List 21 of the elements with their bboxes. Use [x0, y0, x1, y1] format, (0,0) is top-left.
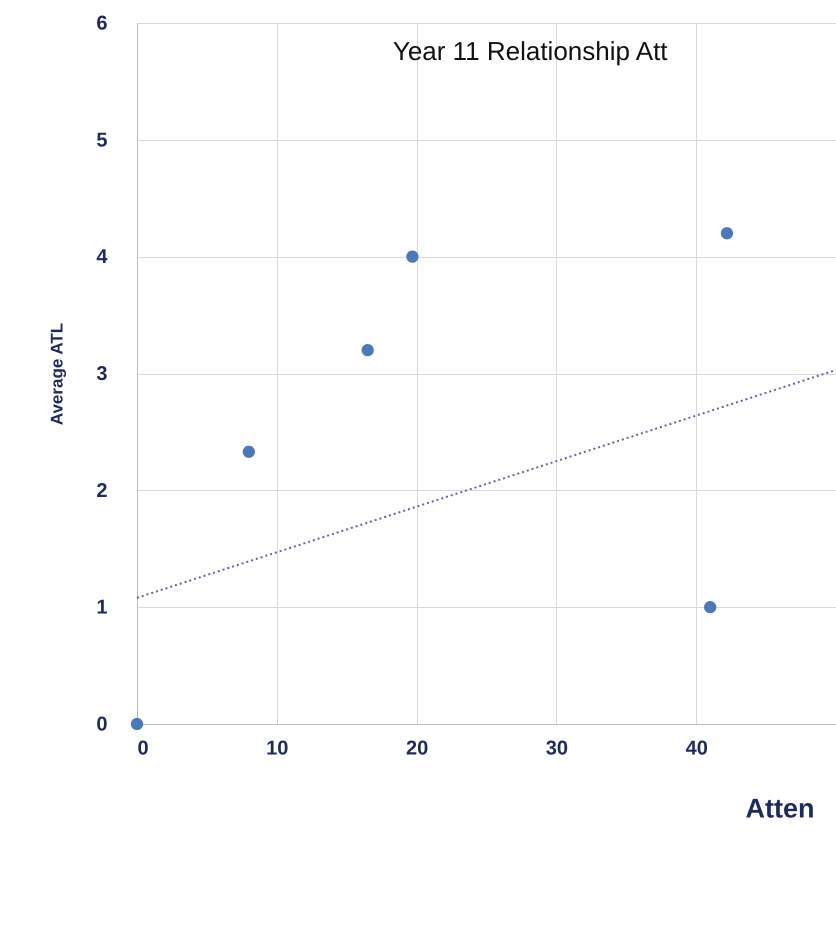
y-tick-label: 3	[96, 363, 108, 385]
y-tick-label: 5	[96, 129, 108, 152]
point	[720, 227, 734, 240]
text: Year 11 Relationship Att	[392, 36, 668, 66]
point	[130, 718, 144, 730]
y-tick-label: 6	[96, 12, 108, 34]
y-axis-title: Average ATL	[47, 322, 66, 426]
y-tick-label: 1	[96, 596, 108, 619]
x-tick-label: 40	[686, 738, 708, 760]
x-axis-title: Atten	[746, 794, 814, 824]
x-tick-label: 0	[138, 738, 149, 760]
point	[704, 601, 716, 614]
x-tick-label: 10	[266, 738, 288, 760]
point	[242, 446, 255, 458]
y-tick-label: 4	[96, 246, 108, 268]
point	[362, 344, 374, 356]
y-tick-label: 0	[96, 714, 108, 736]
point	[406, 250, 419, 263]
x-tick-label: 30	[546, 738, 568, 760]
y-tick-label: 2	[96, 480, 108, 502]
x-tick-label: 20	[406, 738, 428, 760]
